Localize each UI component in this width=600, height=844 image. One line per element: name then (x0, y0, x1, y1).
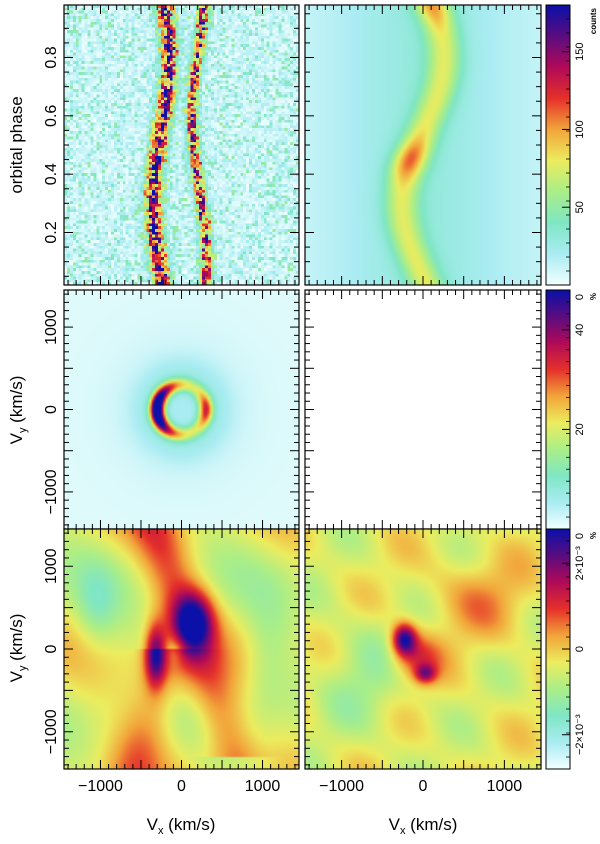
ticks-group: 0.2 0.4 0.6 0.8 (43, 5, 299, 285)
colorbar-top-label: 0 (574, 533, 586, 539)
colorbar-tick-label: 50 (574, 201, 586, 213)
colorbar-tick-label: 100 (574, 120, 586, 138)
ylabel-vy-middle: Vy (km/s) (7, 376, 29, 445)
ylabel-vy-bottom-v: V (7, 670, 26, 682)
y-tick-label: 0.8 (43, 46, 60, 68)
heatmap-doppler-map (64, 290, 299, 529)
xlabel-vx-left-sub: x (158, 825, 164, 837)
panel-difference-right: −1000 0 1000 (304, 528, 542, 795)
colorbar-tick-label: 2×10⁻³ (574, 546, 586, 581)
ticks-group: −1000 0 1000 (305, 529, 541, 795)
x-tick-label: 0 (419, 778, 428, 795)
ylabel-vy-bottom-sub: y (17, 665, 29, 671)
y-tick-label: 1000 (43, 548, 60, 584)
ylabel-vy-bottom-rest: (km/s) (7, 614, 26, 666)
y-tick-label: −1000 (43, 469, 60, 514)
ticks-group (305, 290, 541, 529)
heatmap-trailed-observed (64, 5, 299, 285)
ticks-group: −1000 0 1000 −1000 0 1000 (43, 529, 299, 795)
x-tick-label: 1000 (245, 778, 281, 795)
heatmap-difference-right (305, 529, 541, 769)
colorbar-top-label: 0 (574, 294, 586, 300)
y-tick-label: 0.6 (43, 105, 60, 127)
xlabel-vx-right: Vx (km/s) (389, 815, 458, 837)
panel-trailed-model (304, 4, 542, 286)
xlabel-vx-right-v: V (389, 815, 401, 834)
ticks-group: −1000 0 1000 (43, 290, 299, 529)
heatmap-empty (305, 290, 541, 529)
colorbar-tick-label: −2×10⁻³ (574, 714, 586, 755)
xlabel-vx-left: Vx (km/s) (147, 815, 216, 837)
y-tick-label: 0.2 (43, 221, 60, 243)
x-tick-label: 0 (177, 778, 186, 795)
y-tick-label: 0 (43, 405, 60, 414)
xlabel-vx-left-rest: (km/s) (163, 815, 215, 834)
ylabel-vy-middle-v: V (7, 432, 26, 444)
x-tick-label: 1000 (487, 778, 523, 795)
colorbar-unit: counts (589, 7, 598, 34)
panel-difference-left: −1000 0 1000 −1000 0 1000 (43, 528, 300, 795)
ylabel-vy-middle-rest: (km/s) (7, 376, 26, 428)
colorbar-unit: % (589, 293, 598, 300)
heatmap-trailed-model (305, 5, 541, 285)
x-tick-label: −1000 (319, 778, 364, 795)
y-tick-label: −1000 (43, 709, 60, 754)
colorbar-unit: % (589, 532, 598, 539)
y-tick-label: 0 (43, 644, 60, 653)
ylabel-vy-middle-sub: y (17, 427, 29, 433)
panel-empty (304, 289, 542, 530)
ylabel-orbital-phase: orbital phase (7, 96, 26, 193)
colorbar-tick-label: 20 (574, 423, 586, 435)
x-tick-label: −1000 (78, 778, 123, 795)
xlabel-vx-right-sub: x (400, 825, 406, 837)
ylabel-vy-bottom: Vy (km/s) (7, 614, 29, 683)
panel-trailed-observed: 0.2 0.4 0.6 0.8 (43, 4, 300, 286)
ticks-group (305, 5, 541, 285)
y-tick-label: 0.4 (43, 163, 60, 185)
xlabel-vx-left-v: V (147, 815, 159, 834)
colorbar-tick-label: 150 (574, 42, 586, 60)
colorbar-1: 20 40 0% (545, 289, 598, 530)
heatmap-difference-left (64, 529, 299, 769)
panel-doppler-map: −1000 0 1000 (43, 289, 300, 530)
colorbar-tick-label: 0 (574, 646, 586, 652)
colorbar-2: −2×10⁻³ 0 2×10⁻³ 0% (545, 528, 598, 770)
y-tick-label: 1000 (43, 309, 60, 345)
xlabel-vx-right-rest: (km/s) (405, 815, 457, 834)
colorbar-tick-label: 40 (574, 324, 586, 336)
